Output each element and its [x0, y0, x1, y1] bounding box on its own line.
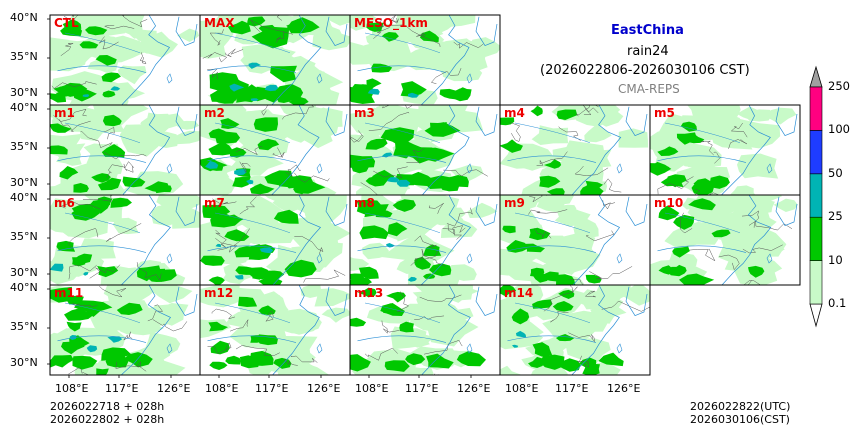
lat-tick-label: 30°N: [10, 356, 38, 369]
panel-label: m9: [504, 196, 525, 210]
colorbar-segment: [809, 216, 823, 261]
colorbar: [809, 65, 823, 328]
panel-label: m7: [204, 196, 225, 210]
map-panel-m14: m14: [499, 284, 651, 376]
map-panel-m4: m4: [499, 104, 651, 196]
panel-label: m1: [54, 106, 75, 120]
map-panel-m10: m10: [649, 194, 801, 286]
map-panel-m7: m7: [199, 194, 351, 286]
panel-label: MAX: [204, 16, 235, 30]
colorbar-level-label: 0.1: [828, 296, 847, 310]
colorbar-level-label: 25: [828, 209, 843, 224]
colorbar-level-label: 10: [828, 252, 843, 267]
panel-label: m2: [204, 106, 225, 120]
lat-tick-label: 35°N: [10, 320, 38, 333]
panel-label: m11: [54, 286, 83, 300]
lat-tick-label: 30°N: [10, 86, 38, 99]
map-panel-m6: m6: [49, 194, 201, 286]
map-panel-m9: m9: [499, 194, 651, 286]
panel-label: m14: [504, 286, 533, 300]
colorbar-segment: [809, 173, 823, 218]
lon-tick-label: 126°E: [457, 382, 491, 395]
lon-tick-label: 117°E: [105, 382, 139, 395]
map-panel-meso_1km: MESO_1km: [349, 14, 501, 106]
map-panel-m5: m5: [649, 104, 801, 196]
map-panel-m3: m3: [349, 104, 501, 196]
colorbar-under-arrow: [809, 303, 823, 328]
lon-tick-label: 108°E: [505, 382, 539, 395]
lon-tick-label: 117°E: [255, 382, 289, 395]
colorbar-level-label: 50: [828, 165, 843, 180]
map-panel-m2: m2: [199, 104, 351, 196]
lat-tick-label: 40°N: [10, 191, 38, 204]
valid-time-cst: 2026030106(CST): [690, 413, 790, 426]
panel-label: m3: [354, 106, 375, 120]
panel-label: m4: [504, 106, 525, 120]
colorbar-over-arrow: [809, 65, 823, 88]
lon-tick-label: 108°E: [205, 382, 239, 395]
lat-tick-label: 35°N: [10, 230, 38, 243]
map-panel-m12: m12: [199, 284, 351, 376]
map-panel-max: MAX: [199, 14, 351, 106]
lon-tick-label: 108°E: [55, 382, 89, 395]
region-title: EastChina: [611, 23, 684, 38]
colorbar-segment: [809, 86, 823, 131]
variable-title: rain24: [627, 44, 669, 59]
lat-tick-label: 30°N: [10, 266, 38, 279]
panel-label: MESO_1km: [354, 16, 428, 31]
map-panel-ctl: CTL: [49, 14, 201, 106]
panel-label: m10: [654, 196, 683, 210]
lat-tick-label: 30°N: [10, 176, 38, 189]
lon-tick-label: 126°E: [607, 382, 641, 395]
panel-label: m12: [204, 286, 233, 300]
lat-tick-label: 40°N: [10, 281, 38, 294]
source-label: CMA-REPS: [618, 82, 680, 96]
colorbar-level-label: 250: [828, 79, 850, 93]
map-panel-m1: m1: [49, 104, 201, 196]
colorbar-segment: [809, 260, 823, 305]
colorbar-segment: [809, 130, 823, 175]
lon-tick-label: 108°E: [355, 382, 389, 395]
init-time-utc: 2026022718 + 028h: [50, 400, 165, 413]
lat-tick-label: 40°N: [10, 101, 38, 114]
lat-tick-label: 35°N: [10, 50, 38, 63]
lon-tick-label: 126°E: [157, 382, 191, 395]
map-panel-m8: m8: [349, 194, 501, 286]
lat-tick-label: 35°N: [10, 140, 38, 153]
lon-tick-label: 117°E: [405, 382, 439, 395]
map-panel-m11: m11: [49, 284, 201, 376]
panel-label: m6: [54, 196, 75, 210]
lat-tick-label: 40°N: [10, 11, 38, 24]
panel-label: CTL: [54, 16, 79, 30]
init-time-cst: 2026022802 + 028h: [50, 413, 165, 426]
panel-label: m13: [354, 286, 383, 300]
period-title: (2026022806-2026030106 CST): [540, 63, 750, 78]
lon-tick-label: 117°E: [555, 382, 589, 395]
map-panel-m13: m13: [349, 284, 501, 376]
valid-time-utc: 2026022822(UTC): [690, 400, 791, 413]
panel-label: m8: [354, 196, 375, 210]
panel-label: m5: [654, 106, 675, 120]
colorbar-level-label: 100: [828, 122, 850, 137]
lon-tick-label: 126°E: [307, 382, 341, 395]
